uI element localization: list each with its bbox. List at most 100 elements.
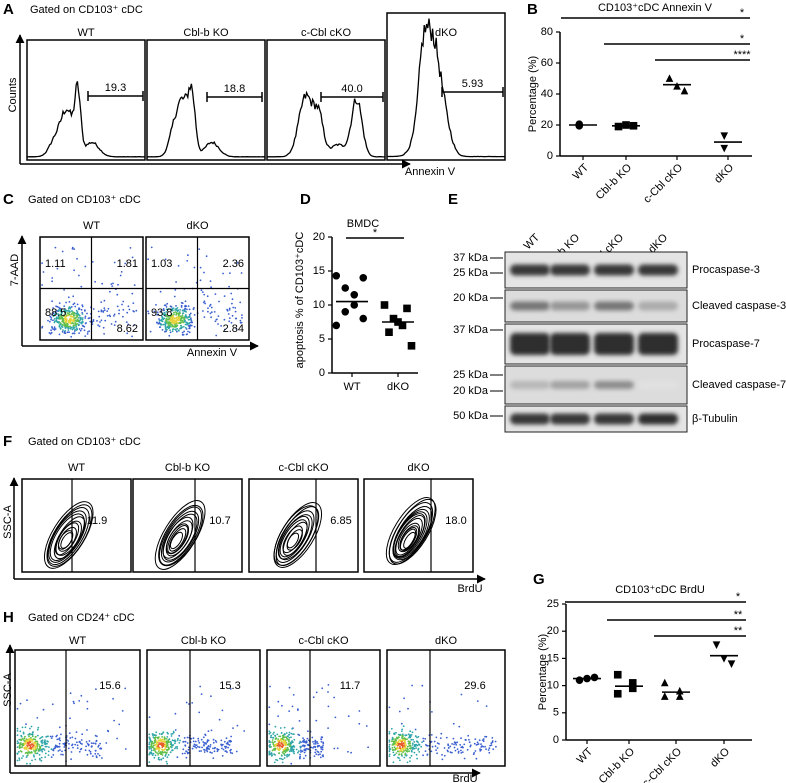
- event-dot: [439, 737, 442, 739]
- event-dot: [399, 739, 402, 742]
- event-dot: [85, 745, 87, 748]
- event-dot: [288, 731, 291, 734]
- y-tick-label: 0: [547, 150, 553, 162]
- event-dot: [155, 740, 158, 742]
- contour-ring: [48, 510, 87, 563]
- event-dot: [187, 752, 190, 754]
- event-dot: [412, 738, 414, 741]
- event-dot: [53, 318, 56, 320]
- event-dot: [183, 737, 186, 739]
- event-dot: [401, 741, 403, 743]
- significance-label: *: [736, 591, 741, 603]
- event-dot: [32, 731, 34, 733]
- event-dot: [399, 745, 401, 748]
- event-dot: [187, 330, 189, 333]
- event-dot: [280, 732, 283, 734]
- size-marker: 37 kDa: [453, 252, 489, 264]
- event-dot: [51, 326, 53, 328]
- event-dot: [221, 709, 224, 712]
- event-dot: [157, 756, 160, 759]
- event-dot: [403, 697, 405, 700]
- event-dot: [52, 749, 55, 751]
- event-dot: [430, 734, 433, 736]
- event-dot: [214, 320, 217, 323]
- event-dot: [31, 741, 33, 743]
- event-dot: [392, 748, 394, 751]
- event-dot: [18, 746, 21, 749]
- blot-band: [594, 333, 634, 355]
- quadrant-value: 1.11: [45, 258, 66, 270]
- event-dot: [160, 752, 163, 754]
- y-axis-label: 7-AAD: [9, 254, 21, 286]
- event-dot: [215, 741, 218, 743]
- event-dot: [63, 314, 65, 316]
- event-dot: [99, 742, 101, 745]
- event-dot: [216, 750, 219, 753]
- event-dot: [403, 739, 406, 742]
- event-dot: [298, 742, 301, 745]
- event-dot: [22, 739, 25, 741]
- event-dot: [63, 746, 66, 748]
- contour-ring: [286, 529, 303, 551]
- event-dot: [311, 736, 314, 739]
- event-dot: [63, 305, 66, 307]
- event-dot: [314, 751, 317, 754]
- data-point: [590, 673, 599, 682]
- event-dot: [127, 305, 130, 308]
- event-dot: [426, 753, 429, 756]
- event-dot: [70, 315, 73, 318]
- event-dot: [58, 302, 61, 304]
- event-dot: [199, 685, 202, 688]
- event-dot: [156, 745, 159, 747]
- event-dot: [70, 306, 73, 308]
- contour-ring: [279, 519, 308, 558]
- data-point: [407, 342, 416, 350]
- event-dot: [124, 687, 127, 690]
- event-dot: [51, 300, 53, 303]
- event-dot: [78, 750, 81, 753]
- event-dot: [200, 289, 203, 292]
- event-dot: [112, 282, 114, 285]
- event-dot: [88, 749, 91, 752]
- event-dot: [209, 746, 212, 748]
- contour-group: [273, 502, 323, 568]
- event-dot: [170, 743, 173, 746]
- event-dot: [209, 312, 212, 315]
- event-dot: [109, 315, 112, 318]
- event-dot: [270, 736, 273, 739]
- event-dot: [447, 746, 450, 749]
- event-dot: [306, 737, 309, 740]
- quadrant-value: 8.62: [117, 323, 138, 335]
- event-dot: [270, 752, 273, 754]
- data-point: [389, 314, 398, 323]
- event-dot: [168, 315, 171, 318]
- gate-value: 18.8: [224, 83, 245, 95]
- event-dot: [305, 741, 307, 744]
- data-point: [403, 304, 411, 313]
- event-dot: [181, 333, 184, 336]
- event-dot: [165, 752, 168, 755]
- event-dot: [164, 304, 167, 306]
- event-dot: [401, 737, 404, 740]
- event-dot: [176, 327, 179, 330]
- event-dot: [291, 746, 293, 748]
- y-tick-label: 60: [541, 57, 553, 69]
- event-dot: [168, 738, 171, 741]
- event-dot: [101, 757, 103, 759]
- event-dot: [174, 325, 177, 328]
- event-dot: [202, 310, 204, 312]
- event-dot: [21, 757, 23, 759]
- event-dot: [71, 322, 74, 324]
- event-dot: [203, 316, 206, 318]
- event-dot: [417, 749, 419, 751]
- event-dot: [90, 745, 93, 748]
- event-dot: [156, 741, 159, 744]
- event-dot: [406, 761, 409, 764]
- event-dot: [288, 750, 291, 753]
- event-dot: [173, 322, 176, 325]
- event-dot: [164, 755, 167, 757]
- event-dot: [431, 711, 433, 713]
- event-dot: [157, 322, 160, 325]
- event-dot: [148, 761, 151, 764]
- event-dot: [49, 735, 52, 738]
